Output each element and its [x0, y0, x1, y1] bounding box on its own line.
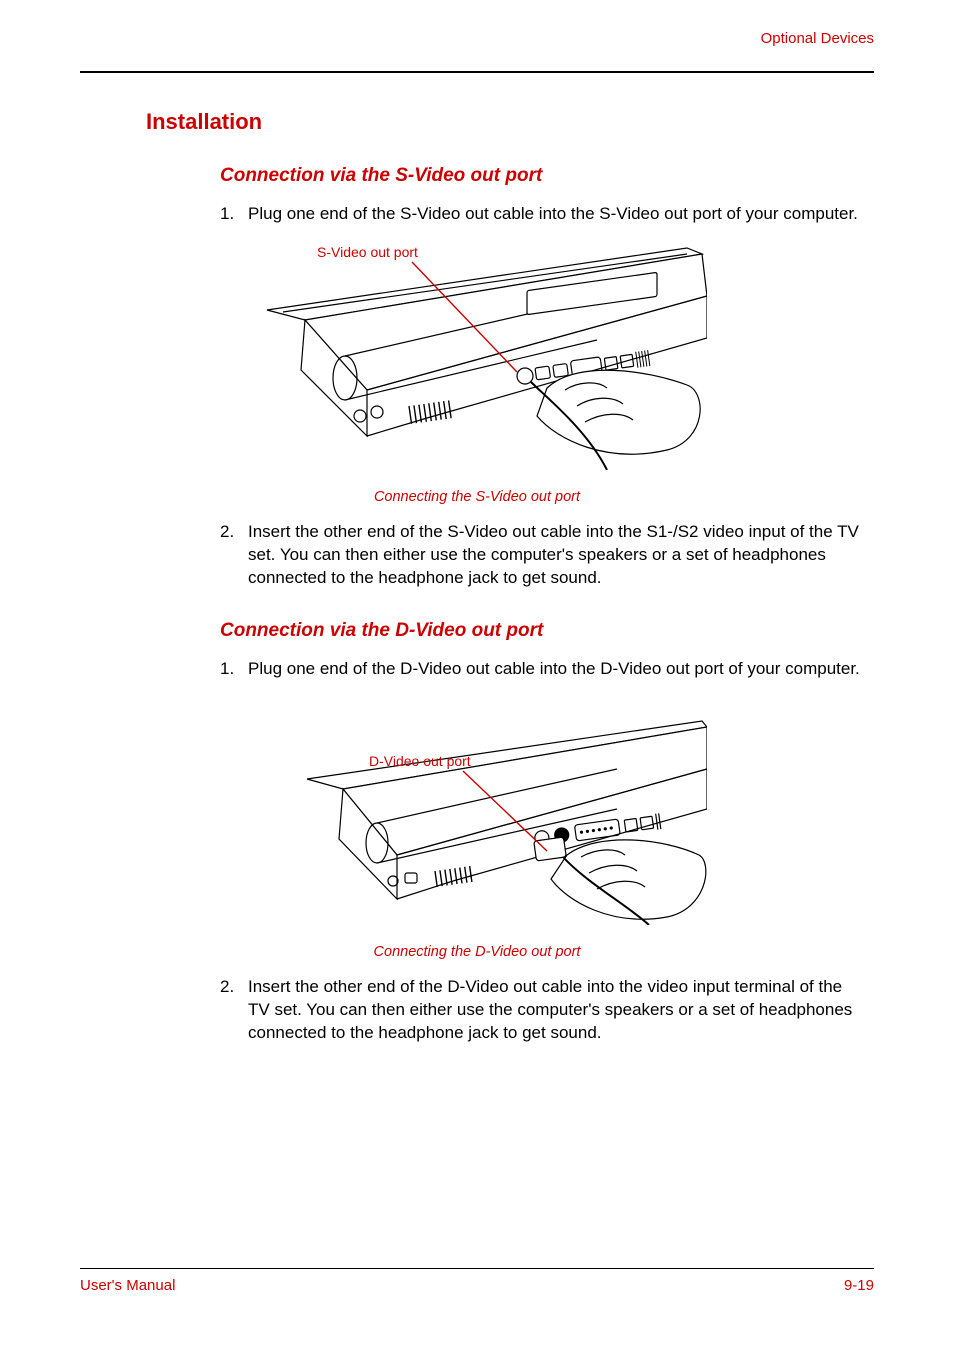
header-rule — [80, 71, 874, 73]
subsection-title-dvideo: Connection via the D-Video out port — [220, 620, 874, 642]
figure-caption-dvideo: Connecting the D-Video out port — [80, 944, 874, 960]
list-item: 2. Insert the other end of the S-Video o… — [220, 521, 864, 590]
footer-page-number: 9-19 — [844, 1277, 874, 1294]
list-text: Plug one end of the S-Video out cable in… — [248, 203, 864, 226]
list-number: 1. — [220, 658, 248, 681]
list-number: 2. — [220, 976, 248, 1045]
laptop-svideo-illustration-icon — [247, 240, 707, 470]
dvideo-steps: 1. Plug one end of the D-Video out cable… — [220, 658, 864, 681]
list-text: Insert the other end of the D-Video out … — [248, 976, 864, 1045]
list-text: Insert the other end of the S-Video out … — [248, 521, 864, 590]
page-footer: User's Manual 9-19 — [80, 1268, 874, 1294]
list-item: 1. Plug one end of the S-Video out cable… — [220, 203, 864, 226]
svideo-steps-cont: 2. Insert the other end of the S-Video o… — [220, 521, 864, 590]
footer-rule — [80, 1268, 874, 1269]
laptop-dvideo-illustration-icon — [247, 715, 707, 925]
subsection-title-svideo: Connection via the S-Video out port — [220, 165, 874, 187]
figure-label-dvideo-port: D-Video out port — [369, 753, 471, 769]
list-item: 1. Plug one end of the D-Video out cable… — [220, 658, 864, 681]
svideo-steps: 1. Plug one end of the S-Video out cable… — [220, 203, 864, 226]
dvideo-steps-cont: 2. Insert the other end of the D-Video o… — [220, 976, 864, 1045]
figure-caption-svideo: Connecting the S-Video out port — [80, 489, 874, 505]
footer-manual-label: User's Manual — [80, 1277, 175, 1294]
list-number: 1. — [220, 203, 248, 226]
page-header-label: Optional Devices — [80, 30, 874, 53]
section-title-installation: Installation — [146, 109, 874, 135]
figure-svideo: S-Video out port — [80, 240, 874, 475]
list-item: 2. Insert the other end of the D-Video o… — [220, 976, 864, 1045]
figure-label-svideo-port: S-Video out port — [317, 244, 418, 260]
list-text: Plug one end of the D-Video out cable in… — [248, 658, 864, 681]
list-number: 2. — [220, 521, 248, 590]
figure-dvideo: D-Video out port — [80, 715, 874, 930]
